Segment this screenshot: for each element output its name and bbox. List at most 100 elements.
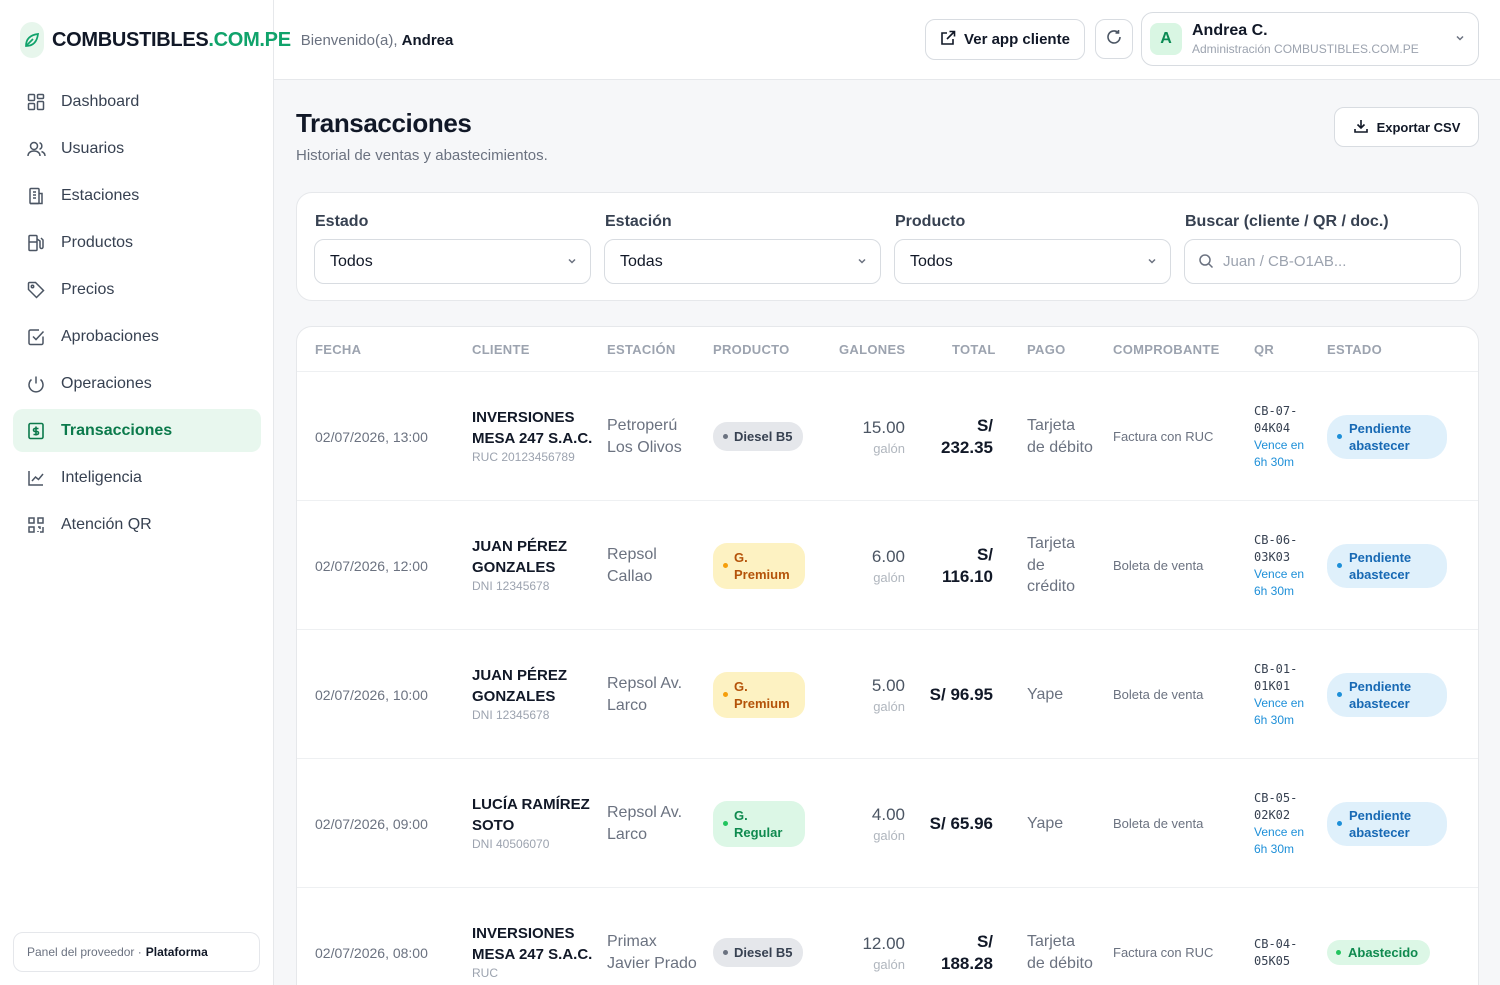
cell-cliente-doc: RUC 20123456789 [472, 450, 575, 464]
cell-fecha: 02/07/2026, 09:00 [315, 815, 428, 832]
product-badge-label: G. Regular [734, 807, 783, 840]
cell-qr-expiry: Vence en 6h 30m [1254, 695, 1305, 727]
leaf-logo-icon [20, 22, 44, 58]
download-icon [1353, 118, 1369, 137]
export-csv-button[interactable]: Exportar CSV [1334, 107, 1479, 147]
status-badge-label: Pendiente abastecer [1349, 678, 1412, 711]
cell-cliente: LUCÍA RAMÍREZ SOTO [472, 796, 590, 834]
sidebar-item-precios[interactable]: Precios [13, 268, 261, 311]
provider-name: Plataforma [145, 945, 208, 959]
avatar: A [1150, 23, 1182, 55]
sidebar-item-label: Estaciones [61, 186, 140, 204]
estado-select[interactable]: Todos [314, 239, 591, 284]
table-row[interactable]: 02/07/2026, 12:00 JUAN PÉREZ GONZALES DNI… [297, 501, 1478, 630]
sidebar-item-estaciones[interactable]: Estaciones [13, 174, 261, 217]
estacion-select-value: Todas [620, 252, 663, 270]
provider-panel-badge: Panel del proveedor · Plataforma [13, 932, 260, 972]
sidebar-item-usuarios[interactable]: Usuarios [13, 127, 261, 170]
cell-comprobante: Boleta de venta [1113, 558, 1204, 573]
status-badge-label: Pendiente abastecer [1349, 807, 1412, 840]
user-menu[interactable]: A Andrea C. Administración COMBUSTIBLES.… [1141, 12, 1479, 66]
column-header-estacion[interactable]: ESTACIÓN [607, 342, 676, 357]
column-header-cliente[interactable]: CLIENTE [472, 342, 530, 357]
cell-qr-expiry: Vence en 6h 30m [1254, 437, 1305, 469]
sidebar-item-label: Usuarios [61, 139, 125, 157]
power-icon [25, 373, 47, 395]
cell-cliente-doc: DNI 40506070 [472, 837, 550, 851]
status-badge: Abastecido [1327, 940, 1431, 965]
cell-galones-unit: galón [873, 956, 905, 972]
cell-total: S/ 116.10 [941, 544, 993, 586]
sidebar-item-dashboard[interactable]: Dashboard [13, 80, 261, 123]
estacion-select[interactable]: Todas [604, 239, 881, 284]
cell-galones-unit: galón [873, 827, 905, 843]
cell-qr-code[interactable]: CB-06-03K03 [1254, 532, 1298, 564]
welcome-message: Bienvenido(a), Andrea [301, 32, 454, 49]
filters-panel: Estado Todos Estación Todas Producto Tod… [296, 192, 1479, 301]
column-header-fecha[interactable]: FECHA [315, 342, 362, 357]
product-badge-label: Diesel B5 [734, 945, 793, 960]
column-header-producto[interactable]: PRODUCTO [713, 342, 790, 357]
product-badge-label: Diesel B5 [734, 429, 793, 444]
status-badge-label: Abastecido [1348, 945, 1419, 960]
sidebar-item-operaciones[interactable]: Operaciones [13, 362, 261, 405]
product-badge-label: G. Premium [734, 678, 790, 711]
cell-qr-code[interactable]: CB-01-01K01 [1254, 661, 1298, 693]
sidebar-item-atencion-qr[interactable]: Atención QR [13, 503, 261, 546]
table-row[interactable]: 02/07/2026, 08:00 INVERSIONES MESA 247 S… [297, 888, 1478, 985]
producto-select-value: Todos [910, 252, 953, 270]
page-title: Transacciones [296, 108, 472, 138]
cell-qr-code[interactable]: CB-04-05K05 [1254, 936, 1298, 968]
cell-galones-unit: galón [873, 440, 905, 456]
status-badge: Pendiente abastecer [1327, 672, 1447, 717]
column-header-galones[interactable]: GALONES [839, 342, 906, 357]
search-input[interactable]: Juan / CB-O1AB... [1184, 239, 1461, 284]
tag-icon [25, 279, 47, 301]
refresh-button[interactable] [1095, 19, 1133, 59]
cell-galones: 5.00 [871, 675, 905, 695]
cell-total: S/ 96.95 [929, 684, 993, 704]
status-badge: Pendiente abastecer [1327, 801, 1447, 846]
cell-galones: 12.00 [862, 933, 905, 953]
status-badge-label: Pendiente abastecer [1349, 420, 1412, 453]
view-client-app-button[interactable]: Ver app cliente [925, 19, 1085, 60]
sidebar-item-label: Inteligencia [61, 468, 142, 486]
table-row[interactable]: 02/07/2026, 09:00 LUCÍA RAMÍREZ SOTO DNI … [297, 759, 1478, 888]
table-row[interactable]: 02/07/2026, 10:00 JUAN PÉREZ GONZALES DNI… [297, 630, 1478, 759]
sidebar-item-transacciones[interactable]: Transacciones [13, 409, 261, 452]
view-client-app-label: Ver app cliente [964, 31, 1070, 48]
chevron-down-icon [1454, 31, 1466, 49]
brand-name[interactable]: COMBUSTIBLES.COM.PE [52, 29, 291, 52]
cell-estacion: Repsol Callao [607, 546, 657, 585]
cell-fecha: 02/07/2026, 08:00 [315, 944, 428, 961]
cell-total: S/ 232.35 [941, 415, 993, 457]
cell-galones-unit: galón [873, 698, 905, 714]
column-header-pago[interactable]: PAGO [1027, 342, 1066, 357]
dashboard-icon [25, 91, 47, 113]
cell-galones: 6.00 [871, 546, 905, 566]
sidebar-item-aprobaciones[interactable]: Aprobaciones [13, 315, 261, 358]
cell-pago: Yape [1027, 685, 1064, 703]
cell-qr-code[interactable]: CB-07-04K04 [1254, 403, 1298, 435]
checkbox-icon [25, 326, 47, 348]
cell-pago: Tarjeta de crédito [1027, 535, 1076, 596]
sidebar-item-inteligencia[interactable]: Inteligencia [13, 456, 261, 499]
cell-qr-expiry: Vence en 6h 30m [1254, 566, 1305, 598]
status-badge-label: Pendiente abastecer [1349, 549, 1412, 582]
column-header-estado[interactable]: ESTADO [1327, 342, 1383, 357]
top-header: Ver app cliente A Andrea C. Administraci… [274, 0, 1500, 80]
user-role: Administración COMBUSTIBLES.COM.PE [1192, 42, 1419, 56]
product-badge: G. Regular [713, 800, 805, 847]
column-header-comprobante[interactable]: COMPROBANTE [1113, 342, 1220, 357]
cell-cliente-doc: DNI 12345678 [472, 579, 550, 593]
chevron-down-icon [566, 254, 578, 272]
producto-select[interactable]: Todos [894, 239, 1171, 284]
cell-estacion: Repsol Av. Larco [607, 675, 683, 714]
sidebar-item-productos[interactable]: Productos [13, 221, 261, 264]
cell-fecha: 02/07/2026, 12:00 [315, 557, 428, 574]
cell-qr-code[interactable]: CB-05-02K02 [1254, 790, 1298, 822]
column-header-total[interactable]: TOTAL [952, 342, 996, 357]
cell-fecha: 02/07/2026, 10:00 [315, 686, 428, 703]
table-row[interactable]: 02/07/2026, 13:00 INVERSIONES MESA 247 S… [297, 372, 1478, 501]
column-header-qr[interactable]: QR [1254, 342, 1275, 357]
